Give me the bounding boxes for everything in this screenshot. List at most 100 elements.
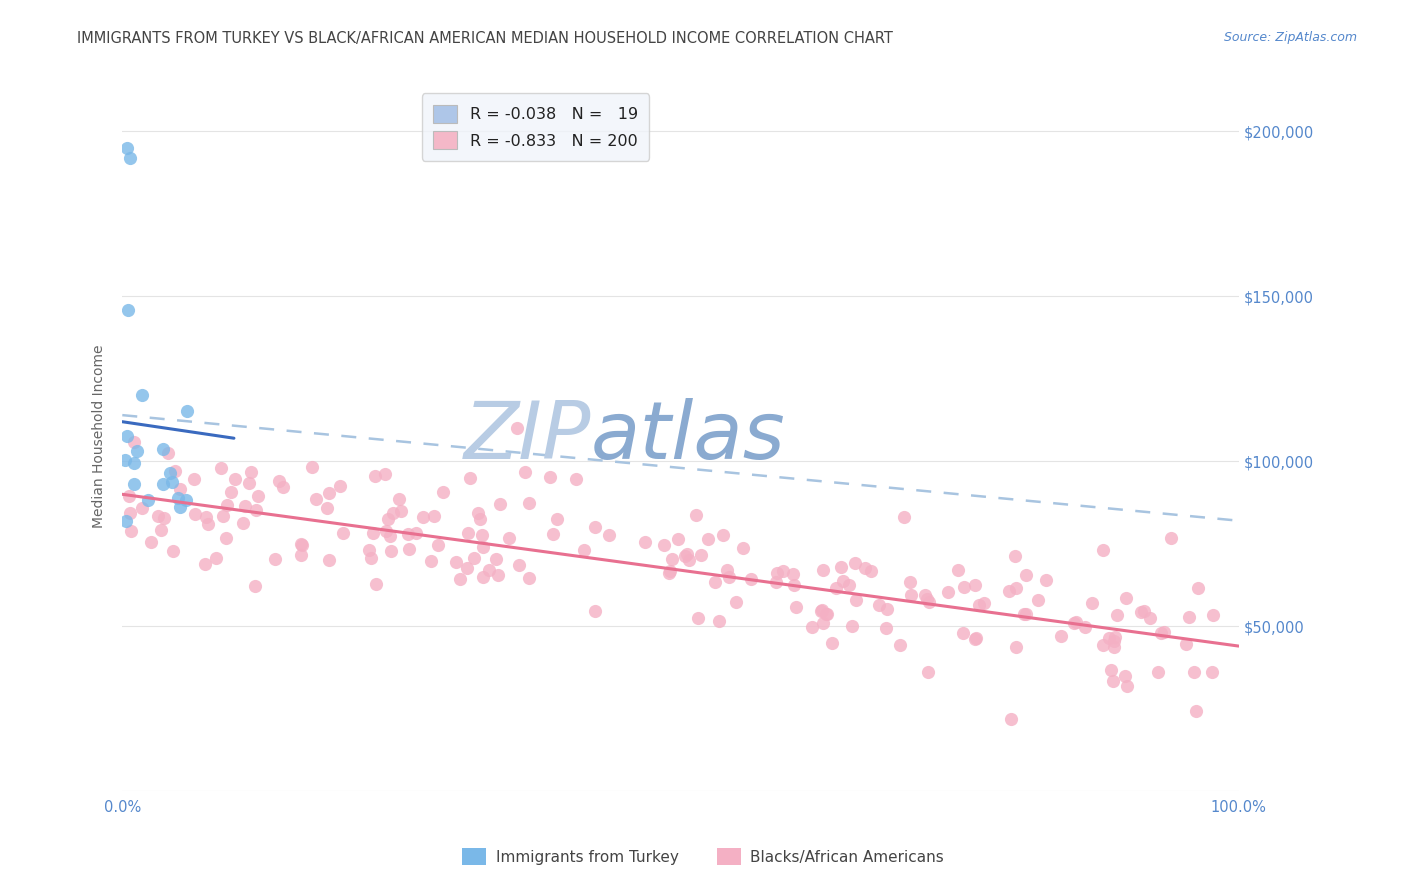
Point [426,538,449,552]
Point [219,484,242,499]
Point [574,542,596,557]
Point [146,509,169,524]
Point [889,638,911,652]
Point [658,566,681,580]
Point [332,525,354,540]
Point [162,544,184,558]
Point [666,532,689,546]
Point [127,444,149,458]
Point [703,575,725,590]
Point [215,498,238,512]
Point [329,478,352,492]
Point [814,607,837,621]
Point [174,493,197,508]
Point [832,574,855,588]
Point [363,526,385,541]
Point [463,551,485,566]
Point [1026,593,1049,607]
Point [598,527,620,541]
Point [1116,679,1139,693]
Point [740,572,762,586]
Point [661,552,683,566]
Legend: Immigrants from Turkey, Blacks/African Americans: Immigrants from Turkey, Blacks/African A… [456,842,950,871]
Point [118,489,141,503]
Point [686,611,709,625]
Point [965,632,987,646]
Point [316,501,339,516]
Point [420,554,443,568]
Legend: R = -0.038   N =   19, R = -0.833   N = 200: R = -0.038 N = 19, R = -0.833 N = 200 [422,94,650,161]
Point [1004,581,1026,595]
Point [486,568,509,582]
Point [685,508,707,522]
Point [290,537,312,551]
Point [875,621,897,635]
Point [247,489,270,503]
Point [1091,542,1114,557]
Point [396,526,419,541]
Point [301,460,323,475]
Point [918,595,941,609]
Point [810,604,832,618]
Point [1114,669,1136,683]
Point [800,620,823,634]
Point [489,497,512,511]
Point [838,578,860,592]
Point [374,524,396,538]
Point [290,548,312,562]
Point [153,511,176,525]
Point [868,599,890,613]
Point [634,535,657,549]
Point [1185,704,1208,718]
Point [467,506,489,520]
Point [470,512,492,526]
Text: ZIP: ZIP [464,398,591,475]
Point [506,421,529,435]
Point [432,485,454,500]
Point [184,507,207,521]
Point [811,616,834,631]
Point [1101,673,1123,688]
Point [898,575,921,590]
Point [1187,581,1209,595]
Point [122,477,145,491]
Point [783,578,806,592]
Point [583,604,606,618]
Point [471,540,494,554]
Point [953,580,976,594]
Point [118,506,141,520]
Point [471,570,494,584]
Point [855,561,877,575]
Point [785,600,807,615]
Point [900,588,922,602]
Point [1178,609,1201,624]
Point [1074,620,1097,634]
Point [766,566,789,581]
Point [963,632,986,646]
Point [1081,596,1104,610]
Point [1099,663,1122,677]
Point [1091,638,1114,652]
Point [1133,604,1156,618]
Point [1174,637,1197,651]
Point [273,480,295,494]
Point [169,482,191,496]
Point [1160,531,1182,545]
Point [114,452,136,467]
Point [267,474,290,488]
Point [1005,640,1028,654]
Point [364,577,387,591]
Point [131,388,153,402]
Point [141,534,163,549]
Point [159,466,181,480]
Point [1139,611,1161,625]
Point [412,509,434,524]
Point [952,625,974,640]
Point [360,551,382,566]
Text: Source: ZipAtlas.com: Source: ZipAtlas.com [1223,31,1357,45]
Point [519,496,541,510]
Point [519,571,541,585]
Point [1098,631,1121,645]
Point [678,552,700,566]
Point [231,516,253,530]
